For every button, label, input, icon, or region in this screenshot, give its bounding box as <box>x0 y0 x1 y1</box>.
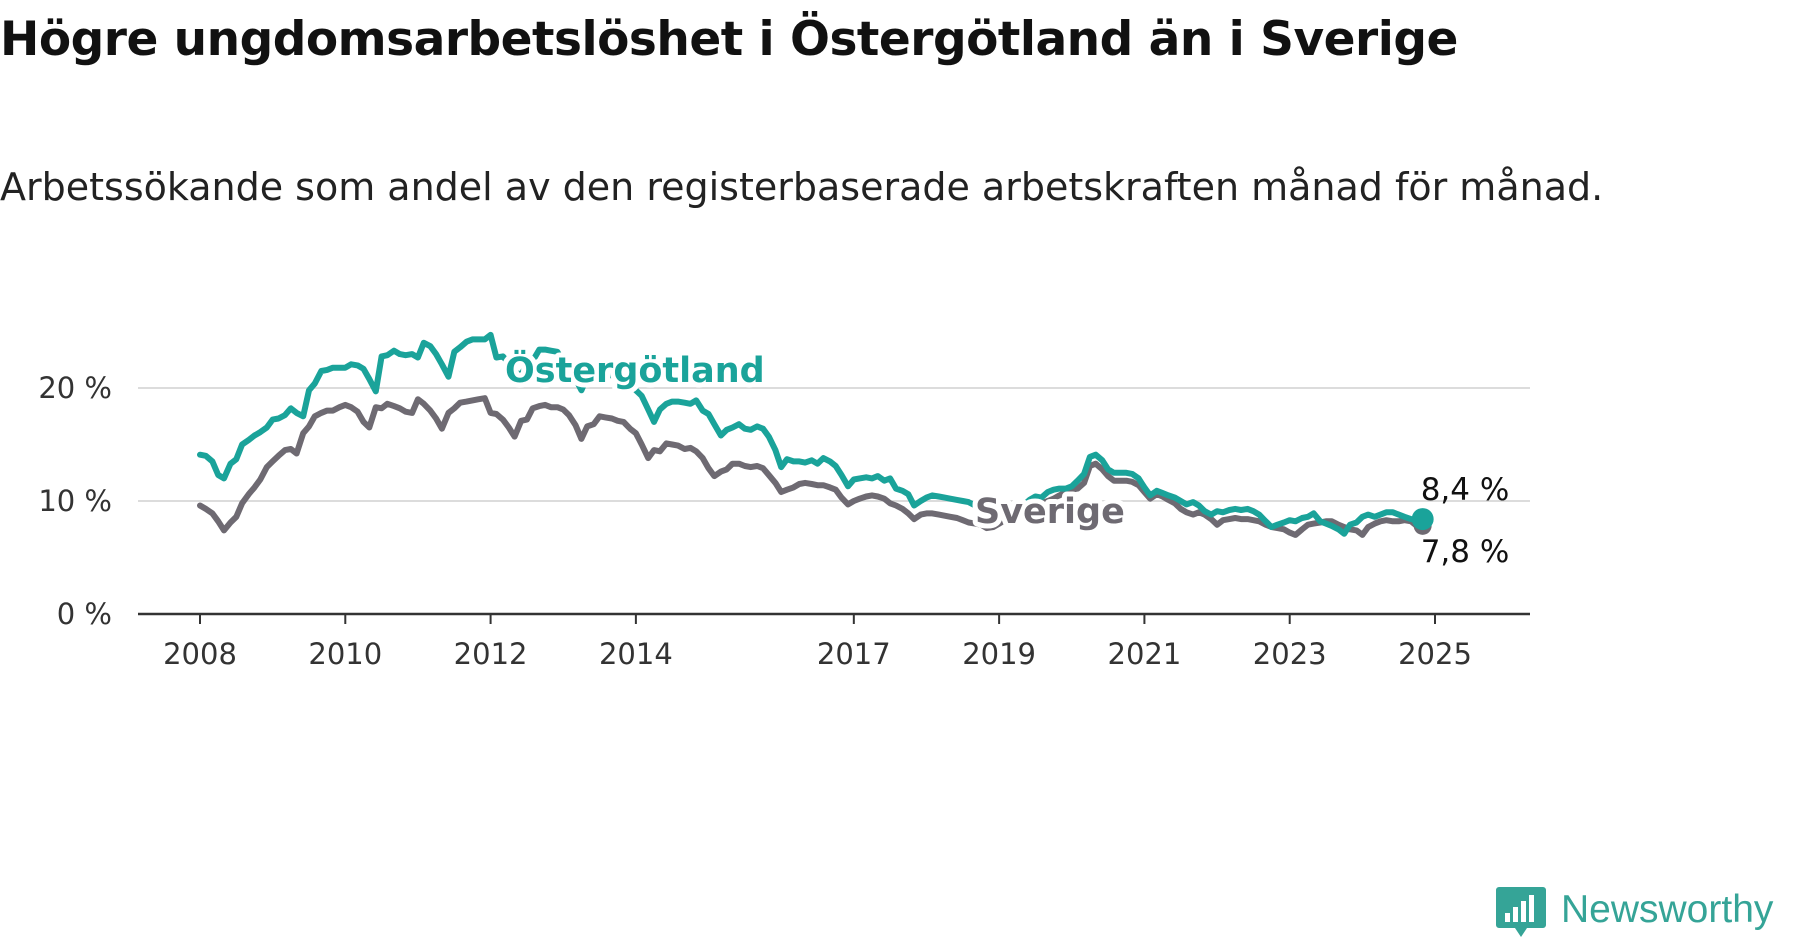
ostergotland-line <box>197 331 1426 537</box>
x-tick-label: 2017 <box>817 637 891 671</box>
x-tick-label: 2021 <box>1108 637 1182 671</box>
sverige-series-label: Sverige <box>975 492 1125 532</box>
newsworthy-icon <box>1496 887 1546 937</box>
chart-subtitle: Arbetssökande som andel av den registerb… <box>0 165 1604 209</box>
y-tick-label: 20 % <box>38 371 112 405</box>
chart-title: Högre ungdomsarbetslöshet i Östergötland… <box>0 12 1458 67</box>
sverige-line <box>197 395 1426 538</box>
brand-name: Newsworthy <box>1561 888 1774 931</box>
x-tick-label: 2010 <box>308 637 382 671</box>
sverige-end-label: 7,8 % <box>1421 534 1510 570</box>
x-tick-label: 2019 <box>962 637 1036 671</box>
brand-logo: Newsworthy <box>1495 885 1795 941</box>
ostergotland-series-label: Östergötland <box>505 349 765 391</box>
x-tick-label: 2023 <box>1253 637 1327 671</box>
x-tick-label: 2008 <box>163 637 237 671</box>
ostergotland-end-point <box>1411 508 1434 531</box>
x-tick-label: 2025 <box>1398 637 1472 671</box>
ostergotland-end-label: 8,4 % <box>1421 472 1510 508</box>
y-tick-label: 10 % <box>38 484 112 518</box>
x-tick-label: 2012 <box>454 637 528 671</box>
y-tick-label: 0 % <box>57 597 112 631</box>
x-tick-label: 2014 <box>599 637 673 671</box>
